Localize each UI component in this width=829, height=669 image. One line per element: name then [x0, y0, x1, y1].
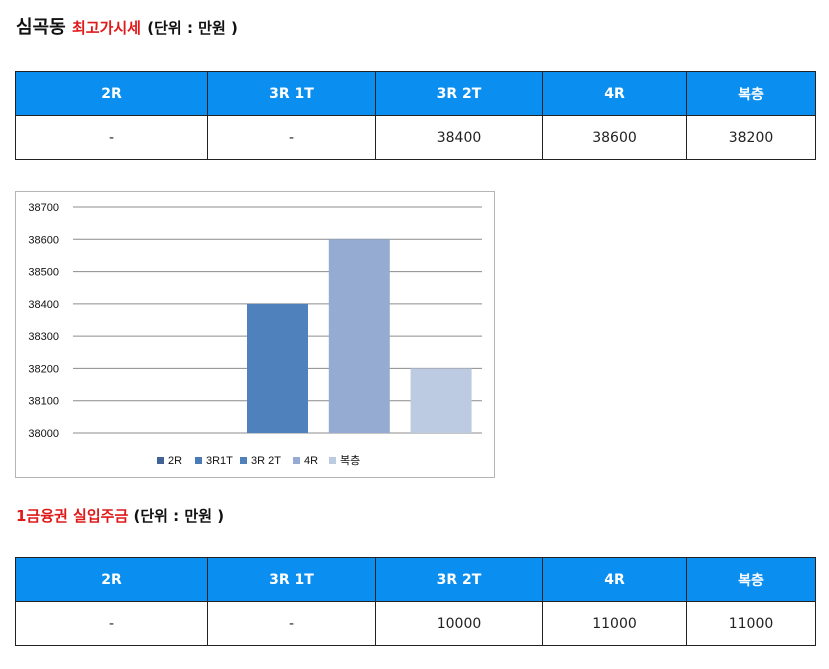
header-cell: 2R — [15, 71, 208, 116]
y-tick-label: 38200 — [28, 363, 59, 375]
legend-swatch — [157, 457, 164, 464]
bar-3 — [328, 239, 390, 433]
header-cell: 3R 1T — [207, 71, 376, 116]
legend-swatch — [329, 457, 336, 464]
place-name: 심곡동 — [16, 17, 66, 38]
section-title-label: 최고가시세 — [71, 19, 141, 37]
y-tick-label: 38100 — [28, 396, 59, 408]
bar-2 — [247, 303, 308, 433]
table-cell: 11000 — [686, 601, 816, 646]
header-cell: 복층 — [686, 557, 816, 602]
header-cell: 4R — [542, 71, 687, 116]
unit-label: (단위 : 만원 ) — [133, 507, 225, 525]
section-title-down-payment: 1금융권 실입주금 (단위 : 만원 ) — [16, 505, 224, 526]
header-cell: 4R — [542, 557, 687, 602]
section-title-label: 1금융권 실입주금 — [16, 507, 129, 525]
table-cell: - — [15, 601, 208, 646]
table-row: - - 10000 11000 11000 — [15, 601, 816, 646]
legend-swatch — [293, 457, 300, 464]
table-row: - - 38400 38600 38200 — [15, 115, 816, 160]
legend-label: 4R — [304, 455, 318, 467]
legend-swatch — [240, 457, 247, 464]
legend-swatch — [195, 457, 202, 464]
header-cell: 2R — [15, 557, 208, 602]
bar-4 — [410, 368, 472, 433]
section-title-max-price: 심곡동 최고가시세 (단위 : 만원 ) — [16, 13, 238, 39]
legend-label: 2R — [168, 455, 182, 467]
header-cell: 3R 2T — [375, 557, 543, 602]
table-cell: - — [15, 115, 208, 160]
y-tick-label: 38700 — [28, 202, 59, 214]
table-cell: - — [207, 601, 376, 646]
y-tick-label: 38400 — [28, 299, 59, 311]
table-cell: 38200 — [686, 115, 816, 160]
y-tick-label: 38300 — [28, 331, 59, 343]
y-tick-label: 38500 — [28, 267, 59, 279]
table-header-row: 2R 3R 1T 3R 2T 4R 복층 — [15, 71, 816, 116]
table-cell: 38400 — [375, 115, 543, 160]
table-cell: - — [207, 115, 376, 160]
table-header-row: 2R 3R 1T 3R 2T 4R 복층 — [15, 557, 816, 602]
table-cell: 10000 — [375, 601, 543, 646]
down-payment-table: 2R 3R 1T 3R 2T 4R 복층 - - 10000 11000 110… — [15, 557, 816, 646]
table-cell: 38600 — [542, 115, 687, 160]
price-bar-chart: 38700 38600 38500 38400 38300 38200 38100 38000… — [15, 191, 495, 478]
table-cell: 11000 — [542, 601, 687, 646]
header-cell: 3R 1T — [207, 557, 376, 602]
header-cell: 복층 — [686, 71, 816, 116]
unit-label: (단위 : 만원 ) — [147, 19, 238, 37]
max-price-table: 2R 3R 1T 3R 2T 4R 복층 - - 38400 38600 382… — [15, 71, 816, 160]
legend-label: 복층 — [340, 454, 360, 467]
chart-svg: 38700 38600 38500 38400 38300 38200 38100 38000… — [28, 202, 482, 467]
header-cell: 3R 2T — [375, 71, 543, 116]
y-tick-label: 38000 — [28, 428, 59, 440]
legend-label: 3R 2T — [251, 455, 281, 467]
y-tick-label: 38600 — [28, 234, 59, 246]
legend-label: 3R1T — [206, 455, 233, 467]
